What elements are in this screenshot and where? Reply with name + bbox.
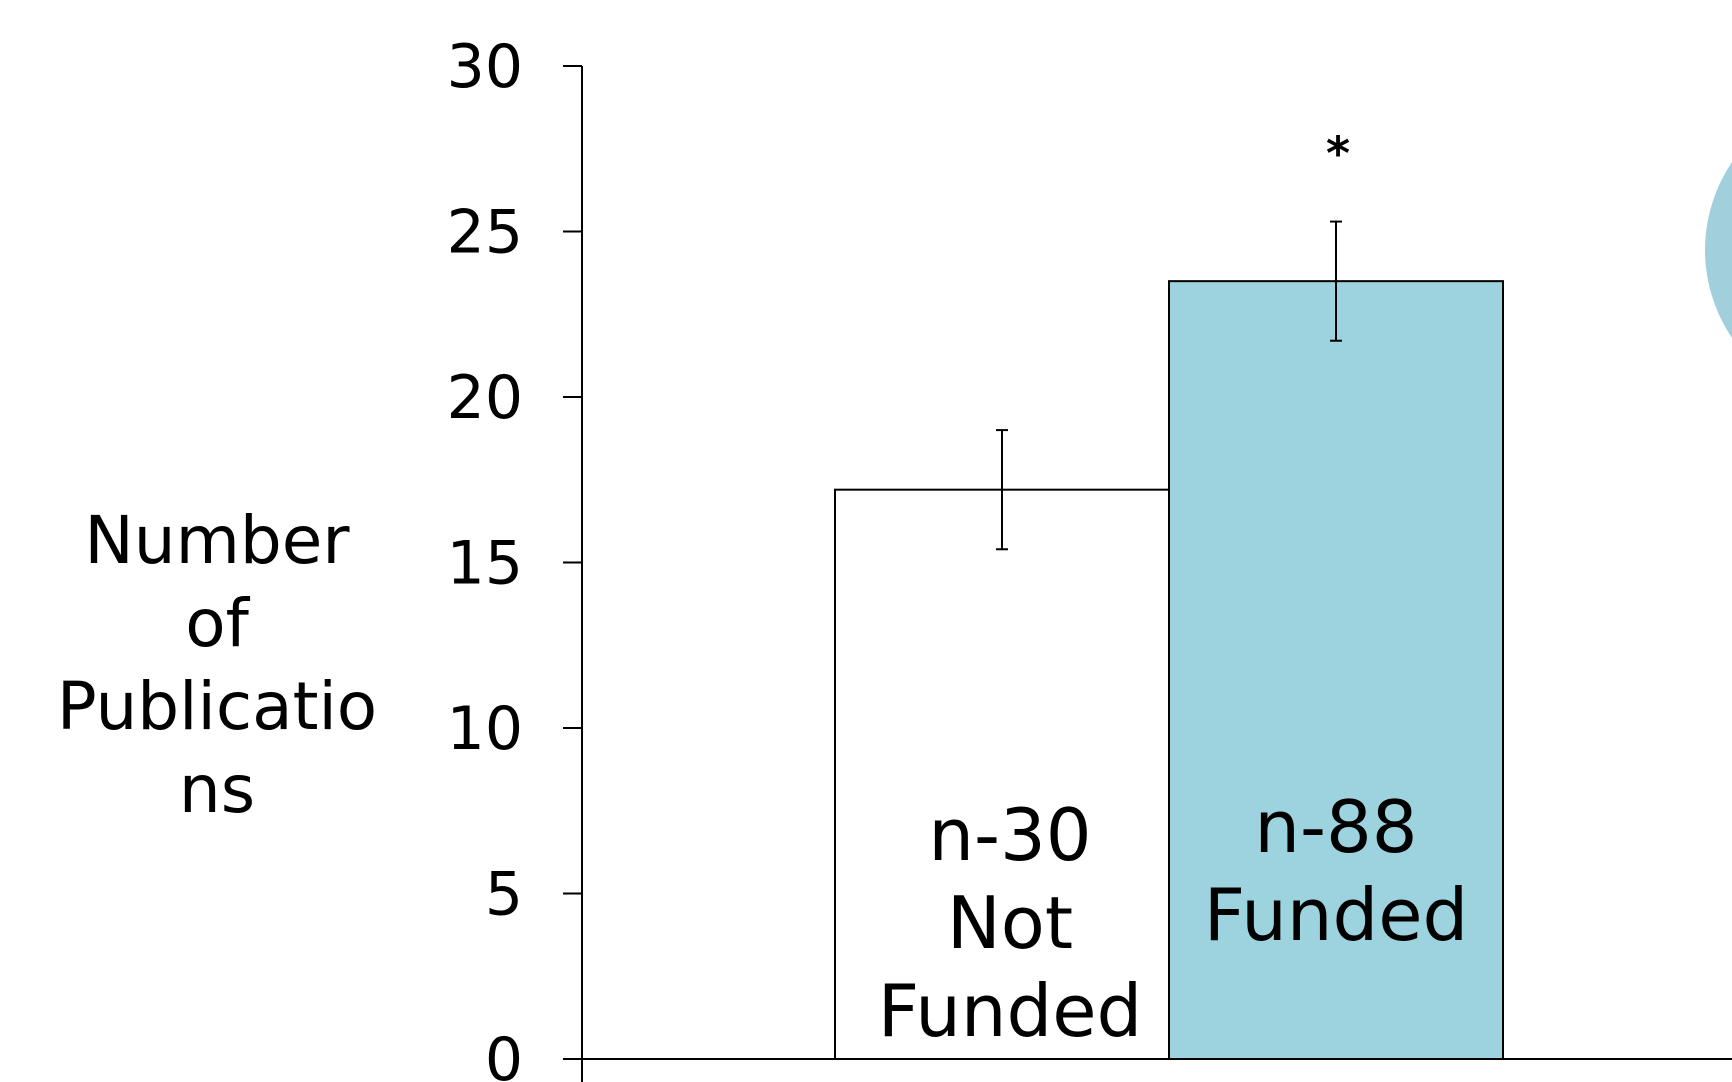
y-axis-label: of: [185, 585, 250, 662]
y-tick-label: 10: [447, 694, 523, 764]
bar-label: Funded: [1204, 873, 1468, 957]
bar-label: n-88: [1254, 785, 1417, 869]
bar-label: Not: [947, 881, 1073, 965]
bar: [1168, 280, 1504, 1060]
y-tick-label: 20: [447, 363, 523, 433]
y-tick-label: 0: [485, 1025, 523, 1082]
y-tick-label: 25: [447, 198, 523, 268]
bar-label: Funded: [878, 969, 1142, 1053]
significance-marker: *: [1326, 127, 1350, 181]
decorative-circle: [1705, 161, 1732, 339]
y-tick-label: 5: [485, 860, 523, 930]
y-tick-label: 30: [447, 32, 523, 102]
y-axis-label: Number: [84, 502, 350, 579]
y-axis-label: Publicatio: [57, 668, 377, 745]
y-tick-label: 15: [447, 529, 523, 599]
bar-label: n-30: [928, 793, 1091, 877]
y-axis-label: ns: [179, 751, 255, 828]
